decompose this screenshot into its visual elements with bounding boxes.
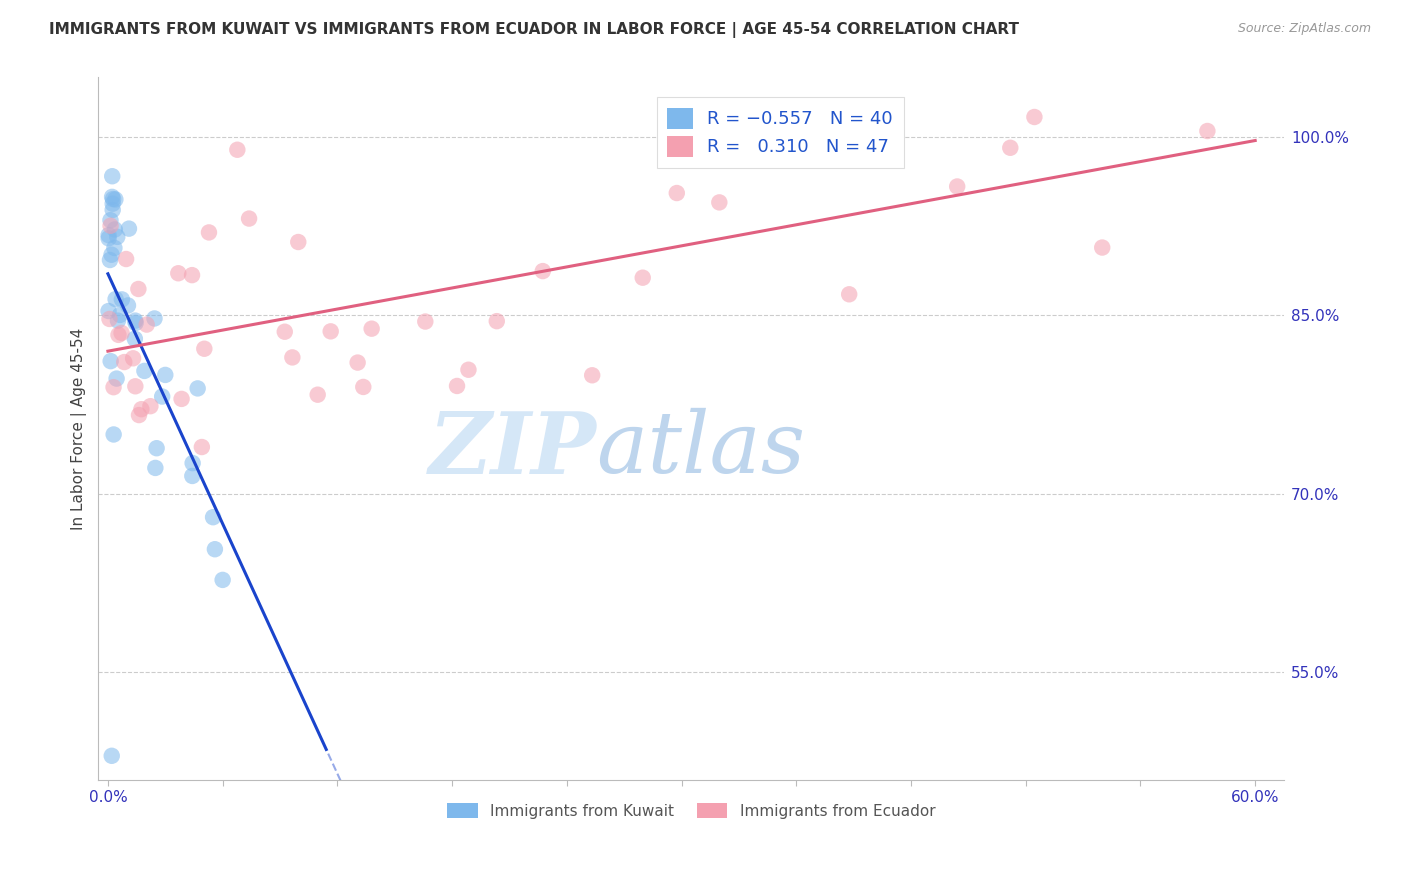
Point — [274, 325, 297, 339]
Point — [134, 364, 156, 378]
Point — [1091, 241, 1114, 255]
Point — [191, 440, 214, 454]
Point — [703, 131, 725, 145]
Point — [170, 392, 193, 406]
Point — [124, 316, 146, 330]
Point — [122, 351, 145, 366]
Point — [97, 304, 120, 318]
Point — [281, 351, 304, 365]
Point — [413, 314, 436, 328]
Point — [204, 542, 226, 557]
Legend: Immigrants from Kuwait, Immigrants from Ecuador: Immigrants from Kuwait, Immigrants from … — [441, 797, 941, 824]
Point — [211, 573, 233, 587]
Point — [104, 193, 127, 207]
Point — [108, 308, 131, 322]
Point — [103, 427, 125, 442]
Text: IMMIGRANTS FROM KUWAIT VS IMMIGRANTS FROM ECUADOR IN LABOR FORCE | AGE 45-54 COR: IMMIGRANTS FROM KUWAIT VS IMMIGRANTS FRO… — [49, 22, 1019, 38]
Point — [107, 313, 129, 327]
Point — [226, 143, 249, 157]
Point — [838, 287, 860, 301]
Point — [319, 324, 342, 338]
Point — [1000, 141, 1022, 155]
Point — [104, 222, 127, 236]
Point — [98, 312, 121, 326]
Point — [238, 211, 260, 226]
Point — [100, 354, 122, 368]
Point — [131, 402, 153, 417]
Point — [135, 318, 157, 332]
Point — [198, 226, 221, 240]
Point — [709, 195, 731, 210]
Point — [97, 228, 120, 243]
Point — [1024, 110, 1046, 124]
Point — [111, 293, 134, 307]
Point — [118, 221, 141, 235]
Point — [112, 355, 135, 369]
Point — [193, 342, 215, 356]
Point — [115, 252, 138, 266]
Point — [155, 368, 177, 382]
Text: Source: ZipAtlas.com: Source: ZipAtlas.com — [1237, 22, 1371, 36]
Point — [360, 321, 382, 335]
Point — [167, 266, 190, 280]
Point — [844, 111, 866, 125]
Point — [631, 270, 654, 285]
Text: atlas: atlas — [596, 409, 806, 491]
Point — [100, 213, 122, 227]
Point — [1197, 124, 1219, 138]
Point — [581, 368, 603, 383]
Point — [124, 332, 146, 346]
Point — [145, 441, 167, 455]
Point — [117, 298, 139, 312]
Point — [124, 379, 146, 393]
Point — [187, 381, 209, 395]
Point — [101, 190, 124, 204]
Point — [104, 292, 127, 306]
Y-axis label: In Labor Force | Age 45-54: In Labor Force | Age 45-54 — [72, 327, 87, 530]
Point — [101, 196, 124, 211]
Point — [100, 219, 122, 233]
Point — [457, 363, 479, 377]
Point — [346, 355, 368, 369]
Point — [124, 313, 146, 327]
Point — [103, 380, 125, 394]
Point — [446, 379, 468, 393]
Point — [139, 399, 162, 413]
Point — [485, 314, 508, 328]
Point — [100, 248, 122, 262]
Point — [97, 231, 120, 245]
Point — [202, 510, 225, 524]
Point — [143, 461, 166, 475]
Point — [181, 268, 204, 282]
Point — [101, 169, 124, 184]
Point — [100, 748, 122, 763]
Point — [127, 282, 149, 296]
Point — [110, 326, 132, 340]
Point — [352, 380, 374, 394]
Point — [946, 179, 969, 194]
Text: ZIP: ZIP — [429, 408, 596, 491]
Point — [105, 230, 128, 244]
Point — [181, 469, 204, 483]
Point — [107, 327, 129, 342]
Point — [143, 311, 166, 326]
Point — [103, 241, 125, 255]
Point — [128, 408, 150, 422]
Point — [665, 186, 688, 200]
Point — [98, 252, 121, 267]
Point — [181, 456, 204, 470]
Point — [150, 390, 173, 404]
Point — [105, 371, 128, 385]
Point — [307, 387, 329, 401]
Point — [287, 235, 309, 249]
Point — [531, 264, 554, 278]
Point — [101, 202, 124, 217]
Point — [101, 192, 124, 206]
